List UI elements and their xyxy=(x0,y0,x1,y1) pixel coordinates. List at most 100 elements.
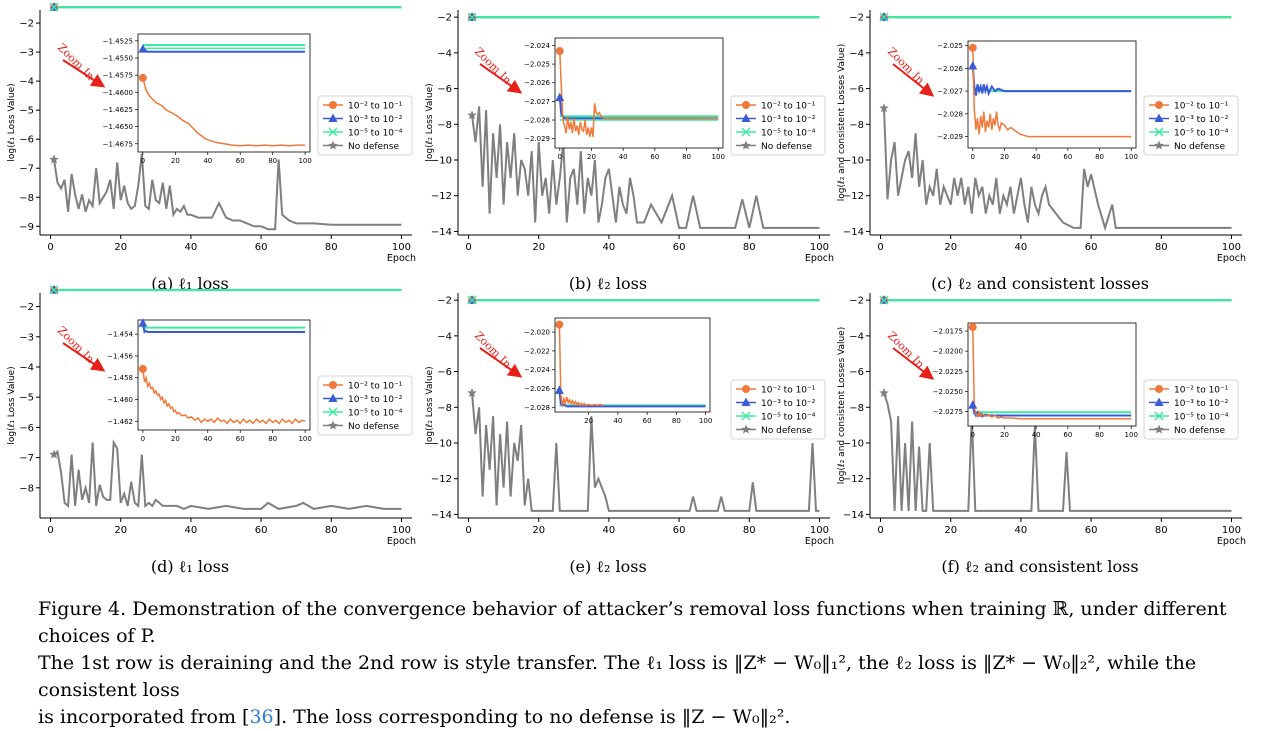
zoom-in-arrow xyxy=(892,63,935,97)
zoom-in-arrow xyxy=(479,347,523,378)
series-marker-green-b xyxy=(879,12,889,22)
panel-5: 0 20 40 60 80 100 −2 −4 −6 −8 −10 −12 −14 Epoch log(ℓ₂… xyxy=(425,293,834,576)
inset-y-tick-label: −1.456 xyxy=(107,352,133,360)
legend-marker xyxy=(328,127,338,137)
inset-y-tick-label: −2.028 xyxy=(524,117,550,125)
inset-marker-blue xyxy=(555,92,565,102)
series-marker-no-defense xyxy=(467,110,477,120)
legend-marker xyxy=(741,411,751,421)
x-tick-label: 80 xyxy=(325,242,338,253)
x-tick-label: 0 xyxy=(877,242,883,253)
series-marker-green-b xyxy=(49,285,59,295)
series-marker-no-defense xyxy=(879,103,889,113)
inset-y-tick-label: −2.027 xyxy=(937,88,963,96)
inset-y-tick-label: −2.026 xyxy=(524,79,550,87)
x-axis-label: Epoch xyxy=(805,253,834,264)
y-tick-label: −14 xyxy=(843,510,864,521)
legend-label: 10⁻³ to 10⁻² xyxy=(1174,399,1229,409)
inset-y-tick-label: −1.4675 xyxy=(103,140,133,148)
inset-x-tick-label: 80 xyxy=(1095,431,1104,439)
x-tick-label: 60 xyxy=(1085,242,1098,253)
inset-line-orange xyxy=(559,51,719,137)
x-tick-label: 40 xyxy=(185,525,198,536)
inset-line-orange xyxy=(558,324,604,407)
y-tick-label: −14 xyxy=(843,227,864,238)
subfigure-caption: (c) ℓ₂ and consistent losses xyxy=(931,274,1149,293)
inset-line-orange xyxy=(972,47,1132,138)
legend-label: No defense xyxy=(1174,142,1225,152)
legend-box xyxy=(730,379,826,440)
legend-marker xyxy=(742,385,750,393)
zoom-in-label: Zoom In xyxy=(885,45,927,87)
inset-x-tick-label: 20 xyxy=(171,157,180,165)
series-line-no-defense xyxy=(53,439,402,510)
series-marker-green-b xyxy=(49,2,59,12)
inset-1: 0 20 40 60 80 100 −1.4525 −1.4550 −1.4575 −1.4600… xyxy=(103,33,312,165)
legend-label: 10⁻² to 10⁻¹ xyxy=(761,102,816,112)
legend-box xyxy=(317,375,413,436)
legend-label: 10⁻³ to 10⁻² xyxy=(348,115,403,125)
x-tick-label: 20 xyxy=(532,242,545,253)
inset-x-tick-label: 60 xyxy=(650,153,659,161)
inset-line-orange xyxy=(142,77,306,147)
x-tick-label: 20 xyxy=(944,242,957,253)
legend-label: 10⁻⁵ to 10⁻⁴ xyxy=(761,413,816,423)
inset-y-tick-label: −1.460 xyxy=(107,396,133,404)
y-tick-label: −2 xyxy=(849,13,864,24)
y-tick-label: −2 xyxy=(19,19,34,30)
x-tick-label: 100 xyxy=(1222,242,1241,253)
series-marker-green-b xyxy=(467,295,477,305)
zoom-in-label: Zoom In xyxy=(472,45,514,87)
legend-box xyxy=(1143,379,1239,440)
series-marker-no-defense xyxy=(467,388,477,398)
y-tick-label: −2 xyxy=(437,13,452,24)
legend-label: 10⁻⁵ to 10⁻⁴ xyxy=(348,129,403,139)
y-tick-label: −12 xyxy=(843,474,864,485)
citation-link[interactable]: 36 xyxy=(249,706,274,728)
series-marker-green-b xyxy=(467,12,477,22)
y-tick-label: −5 xyxy=(19,106,34,117)
y-tick-label: −8 xyxy=(849,403,864,414)
y-tick-label: −6 xyxy=(437,367,452,378)
caption-line-3-end: ]. The loss corresponding to no defense … xyxy=(273,706,791,728)
x-tick-label: 60 xyxy=(673,242,686,253)
y-tick-label: −2 xyxy=(19,302,34,313)
inset-marker-orange xyxy=(138,365,147,374)
subfigure-caption: (e) ℓ₂ loss xyxy=(569,557,646,576)
inset-x-tick-label: 80 xyxy=(1095,153,1104,161)
legend-marker-b xyxy=(741,127,751,137)
subfigure-caption: (f) ℓ₂ and consistent loss xyxy=(941,557,1138,576)
legend-marker xyxy=(1154,424,1164,434)
y-tick-label: −4 xyxy=(19,362,34,373)
inset-frame xyxy=(554,37,724,149)
inset-y-tick-label: −2.0175 xyxy=(933,328,963,336)
x-tick-label: 100 xyxy=(810,525,829,536)
x-tick-label: 0 xyxy=(465,242,471,253)
y-axis-label: log(ℓ₂ Loss Value) xyxy=(425,366,435,444)
inset-y-tick-label: −1.462 xyxy=(107,418,133,426)
inset-y-tick-label: −1.4575 xyxy=(103,72,133,80)
series-marker-green xyxy=(879,295,889,305)
inset-x-tick-label: 40 xyxy=(203,435,212,443)
series-marker-no-defense xyxy=(49,154,59,164)
legend-marker xyxy=(328,407,338,417)
x-tick-label: 40 xyxy=(1015,525,1028,536)
series-line-no-defense xyxy=(883,108,1232,232)
inset-y-tick-label: −1.4625 xyxy=(103,106,133,114)
legend: 10⁻² to 10⁻¹ 10⁻³ to 10⁻² 10⁻⁵ to 10⁻⁴ No d… xyxy=(317,375,413,436)
series-marker-green xyxy=(49,2,59,12)
inset-5: 20 40 60 80 100 −2.020 −2.022 −2.024 −2.026 −2.02… xyxy=(524,317,712,425)
inset-x-tick-label: 20 xyxy=(584,417,593,425)
series-marker-green-b xyxy=(879,295,889,305)
legend-label: 10⁻⁵ to 10⁻⁴ xyxy=(348,409,403,419)
legend-label: No defense xyxy=(1174,426,1225,436)
legend-marker xyxy=(1154,397,1164,406)
caption-line-2: The 1st row is deraining and the 2nd row… xyxy=(38,652,1197,701)
legend-marker xyxy=(328,140,338,150)
inset-y-tick-label: −2.028 xyxy=(937,110,963,118)
y-tick-label: −4 xyxy=(437,331,452,342)
inset-y-tick-label: −2.026 xyxy=(524,385,550,393)
legend-box xyxy=(1143,95,1239,156)
legend-box xyxy=(730,95,826,156)
legend-marker xyxy=(1154,140,1164,150)
